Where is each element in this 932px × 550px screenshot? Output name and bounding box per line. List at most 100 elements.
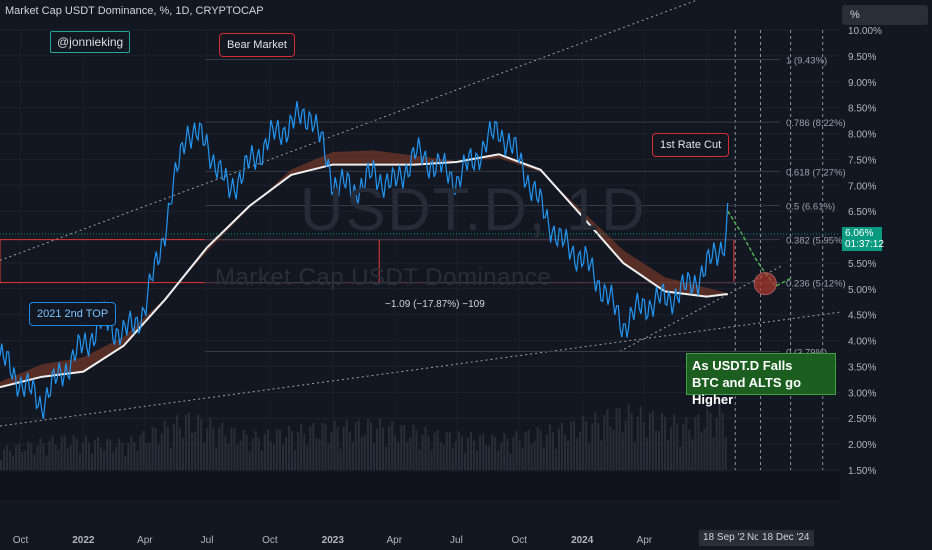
volume-bar [466,437,469,470]
volume-bar [673,414,676,470]
volume-bar [372,443,375,470]
volume-bar [654,430,657,470]
volume-bar [679,446,682,470]
volume-bar [266,429,269,470]
volume-bar [363,434,366,470]
caption-box: As USDT.D Falls BTC and ALTS go Higher [686,353,836,407]
volume-bar [591,423,594,470]
volume-bar [127,442,130,470]
volume-bar [15,445,18,470]
volume-bar [618,408,621,470]
volume-bar [567,440,570,470]
volume-bar [524,431,527,470]
volume-bar [479,435,482,470]
volume-bar [312,423,315,470]
volume-bar [112,451,115,470]
volume-bar [582,416,585,470]
volume-bar [715,417,718,470]
volume-bar [697,414,700,470]
caption-line-2: BTC and ALTS go Higher [692,375,802,407]
volume-bar [330,432,333,470]
y-tick-label: 3.50% [848,362,876,373]
volume-bar [233,428,236,470]
volume-bar [412,425,415,470]
volume-bar [657,431,660,470]
volume-bar [642,421,645,470]
volume-bar [473,440,476,470]
y-tick-label: 5.00% [848,285,876,296]
last-price-countdown: 01:37:12 [845,239,884,250]
volume-bar [81,442,84,470]
volume-bar [451,447,454,470]
volume-bar [181,438,184,470]
volume-bar [97,437,100,470]
volume-bar [488,446,491,470]
date-tag-end: 18 Dec '24 [758,530,814,546]
volume-bar [388,426,391,470]
volume-bar [124,455,127,470]
fib-label: 1 (9.43%) [786,56,827,67]
volume-bar [609,426,612,470]
volume-bar [197,414,200,470]
x-tick-label: 2024 [571,535,594,546]
volume-bar [251,438,254,470]
volume-bar [445,431,448,470]
volume-bar [400,424,403,470]
watermark-name: Market Cap USDT Dominance [215,264,552,291]
volume-bar [194,431,197,470]
volume-bar [491,434,494,470]
volume-bar [318,438,321,470]
volume-bar [385,446,388,470]
volume-bar [585,420,588,470]
volume-bar [685,417,688,470]
volume-bar [670,426,673,470]
volume-bar [309,426,312,470]
volume-bar [351,441,354,470]
scale-button[interactable]: % [842,5,928,25]
date-tag-mid: Nc [745,530,762,546]
volume-bar [360,437,363,470]
y-tick-label: 8.00% [848,130,876,141]
volume-bar [275,429,278,470]
projection-path [0,210,840,296]
volume-bar [288,425,291,470]
volume-bar [415,430,418,470]
volume-bar [306,445,309,470]
volume-bar [542,447,545,470]
volume-bar [269,441,272,470]
volume-bar [439,441,442,470]
volume-bar [27,441,30,470]
volume-bar [397,441,400,470]
volume-bar [579,432,582,470]
volume-bar [51,436,54,470]
y-tick-label: 9.50% [848,52,876,63]
volume-bar [718,402,721,470]
volume-bar [366,418,369,470]
x-tick-label: Oct [512,535,528,546]
fib-label: 0.5 (6.61%) [786,201,835,212]
volume-bar [724,437,727,470]
volume-bar [554,448,557,470]
fib-label: 0.382 (5.95%) [786,236,846,247]
volume-bar [533,441,536,470]
volume-bar [409,437,412,470]
volume-bar [87,442,90,470]
x-tick-label: Oct [13,535,29,546]
volume-bar [257,438,260,470]
volume-bar [570,421,573,470]
volume-bar [379,418,382,470]
volume-bar [691,439,694,470]
volume-bar [300,423,303,470]
y-tick-label: 6.50% [848,207,876,218]
volume-bar [603,415,606,470]
volume-bar [294,449,297,470]
ma-ribbon-fill [0,150,728,388]
volume-bar [227,443,230,470]
volume-bar [427,436,430,470]
volume-bar [145,442,148,470]
y-tick-label: 10.00% [848,26,882,37]
volume-bar [557,428,560,470]
volume-bar [457,431,460,470]
fib-label: 0 (3.79%) [786,347,827,358]
volume-bar [160,433,163,470]
